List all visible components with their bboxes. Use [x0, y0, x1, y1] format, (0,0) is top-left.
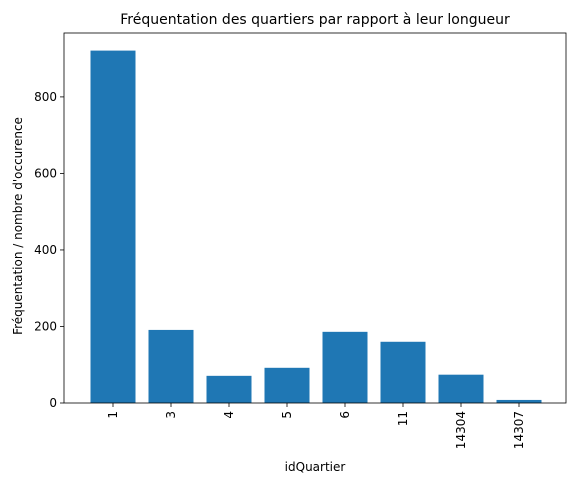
x-axis-ticks: 1 3 4 5 6 11 14304 14307 — [106, 403, 526, 449]
x-tick-label: 14304 — [454, 411, 468, 449]
y-tick-label: 400 — [34, 243, 57, 257]
bar-11 — [380, 341, 426, 403]
x-tick-label: 1 — [106, 411, 120, 419]
y-tick-label: 600 — [34, 166, 57, 180]
x-tick-label: 5 — [280, 411, 294, 419]
x-tick-label: 6 — [338, 411, 352, 419]
plot-frame — [63, 32, 567, 404]
y-axis-ticks: 0 200 400 600 800 — [34, 90, 64, 410]
y-axis-label: Fréquentation / nombre d'occurence — [11, 117, 25, 335]
y-tick-label: 800 — [34, 90, 57, 104]
bar-14307 — [496, 399, 542, 403]
x-axis-label: idQuartier — [285, 460, 346, 474]
bar-3 — [148, 329, 194, 403]
x-tick-label: 14307 — [512, 411, 526, 449]
bar-6 — [322, 331, 368, 403]
bars-group — [90, 50, 542, 403]
y-tick-label: 0 — [49, 396, 57, 410]
bar-4 — [206, 375, 252, 403]
x-tick-label: 3 — [164, 411, 178, 419]
bar-5 — [264, 367, 310, 403]
chart-title: Fréquentation des quartiers par rapport … — [120, 12, 510, 28]
x-tick-label: 4 — [222, 411, 236, 419]
bar-14304 — [438, 374, 484, 403]
bar-1 — [90, 50, 136, 403]
x-tick-label: 11 — [396, 411, 410, 426]
y-tick-label: 200 — [34, 319, 57, 333]
